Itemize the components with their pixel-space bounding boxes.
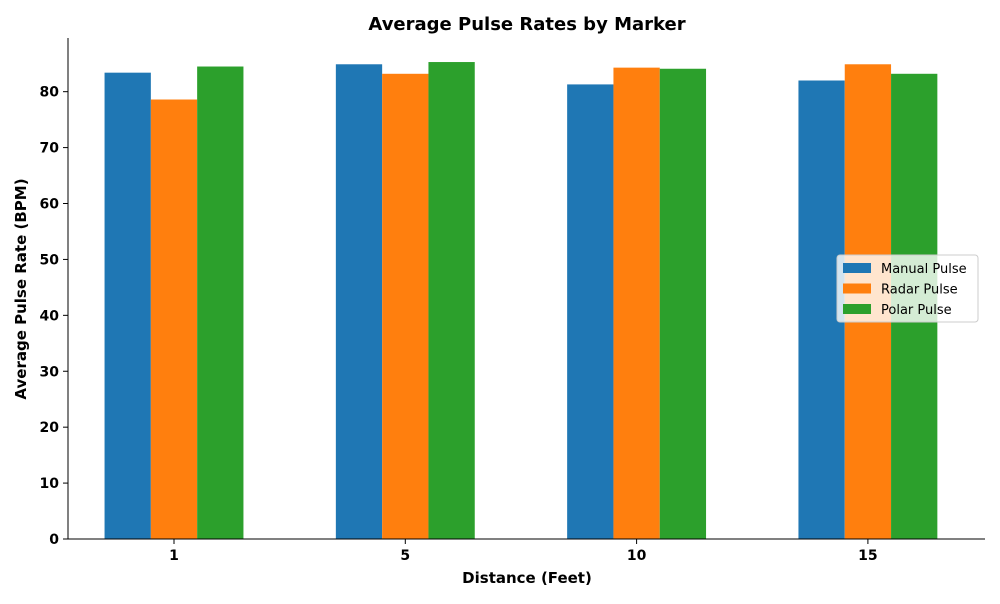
legend-box (836, 254, 979, 323)
bar-radar-pulse-5 (382, 73, 429, 539)
y-tick-label: 30 (40, 364, 60, 380)
y-tick-label: 60 (40, 197, 60, 213)
bars-group (104, 62, 938, 540)
y-tick-label: 80 (40, 85, 60, 101)
legend-label: Polar Pulse (881, 303, 952, 318)
bar-radar-pulse-1 (150, 99, 198, 539)
legend: Manual Pulse Radar Pulse Polar Pulse (836, 254, 979, 323)
y-tick-label: 0 (49, 532, 59, 548)
bar-manual-pulse-10 (567, 84, 614, 539)
y-tick-label: 20 (40, 420, 60, 436)
bar-manual-pulse-5 (335, 64, 383, 539)
legend-swatch (843, 283, 871, 294)
legend-label: Radar Pulse (881, 283, 958, 298)
x-tick-label: 1 (169, 548, 179, 564)
x-axis-label: Distance (Feet) (462, 569, 592, 587)
y-tick-label: 40 (40, 308, 60, 324)
bar-polar-pulse-5 (428, 62, 475, 539)
y-tick-label: 70 (40, 141, 60, 157)
y-tick-label: 10 (40, 476, 60, 492)
bar-manual-pulse-1 (104, 72, 151, 540)
bar-radar-pulse-10 (613, 67, 660, 539)
x-tick-label: 15 (858, 548, 877, 564)
y-tick-label: 50 (40, 252, 60, 268)
legend-label: Manual Pulse (881, 262, 967, 277)
y-axis-label: Average Pulse Rate (BPM) (12, 178, 30, 399)
legend-swatch (843, 263, 871, 273)
chart-title: Average Pulse Rates by Marker (368, 14, 685, 35)
bar-polar-pulse-10 (659, 68, 707, 539)
x-tick-label: 10 (627, 548, 647, 564)
legend-swatch (843, 304, 871, 314)
bar-polar-pulse-1 (197, 66, 244, 540)
x-tick-label: 5 (400, 548, 410, 564)
